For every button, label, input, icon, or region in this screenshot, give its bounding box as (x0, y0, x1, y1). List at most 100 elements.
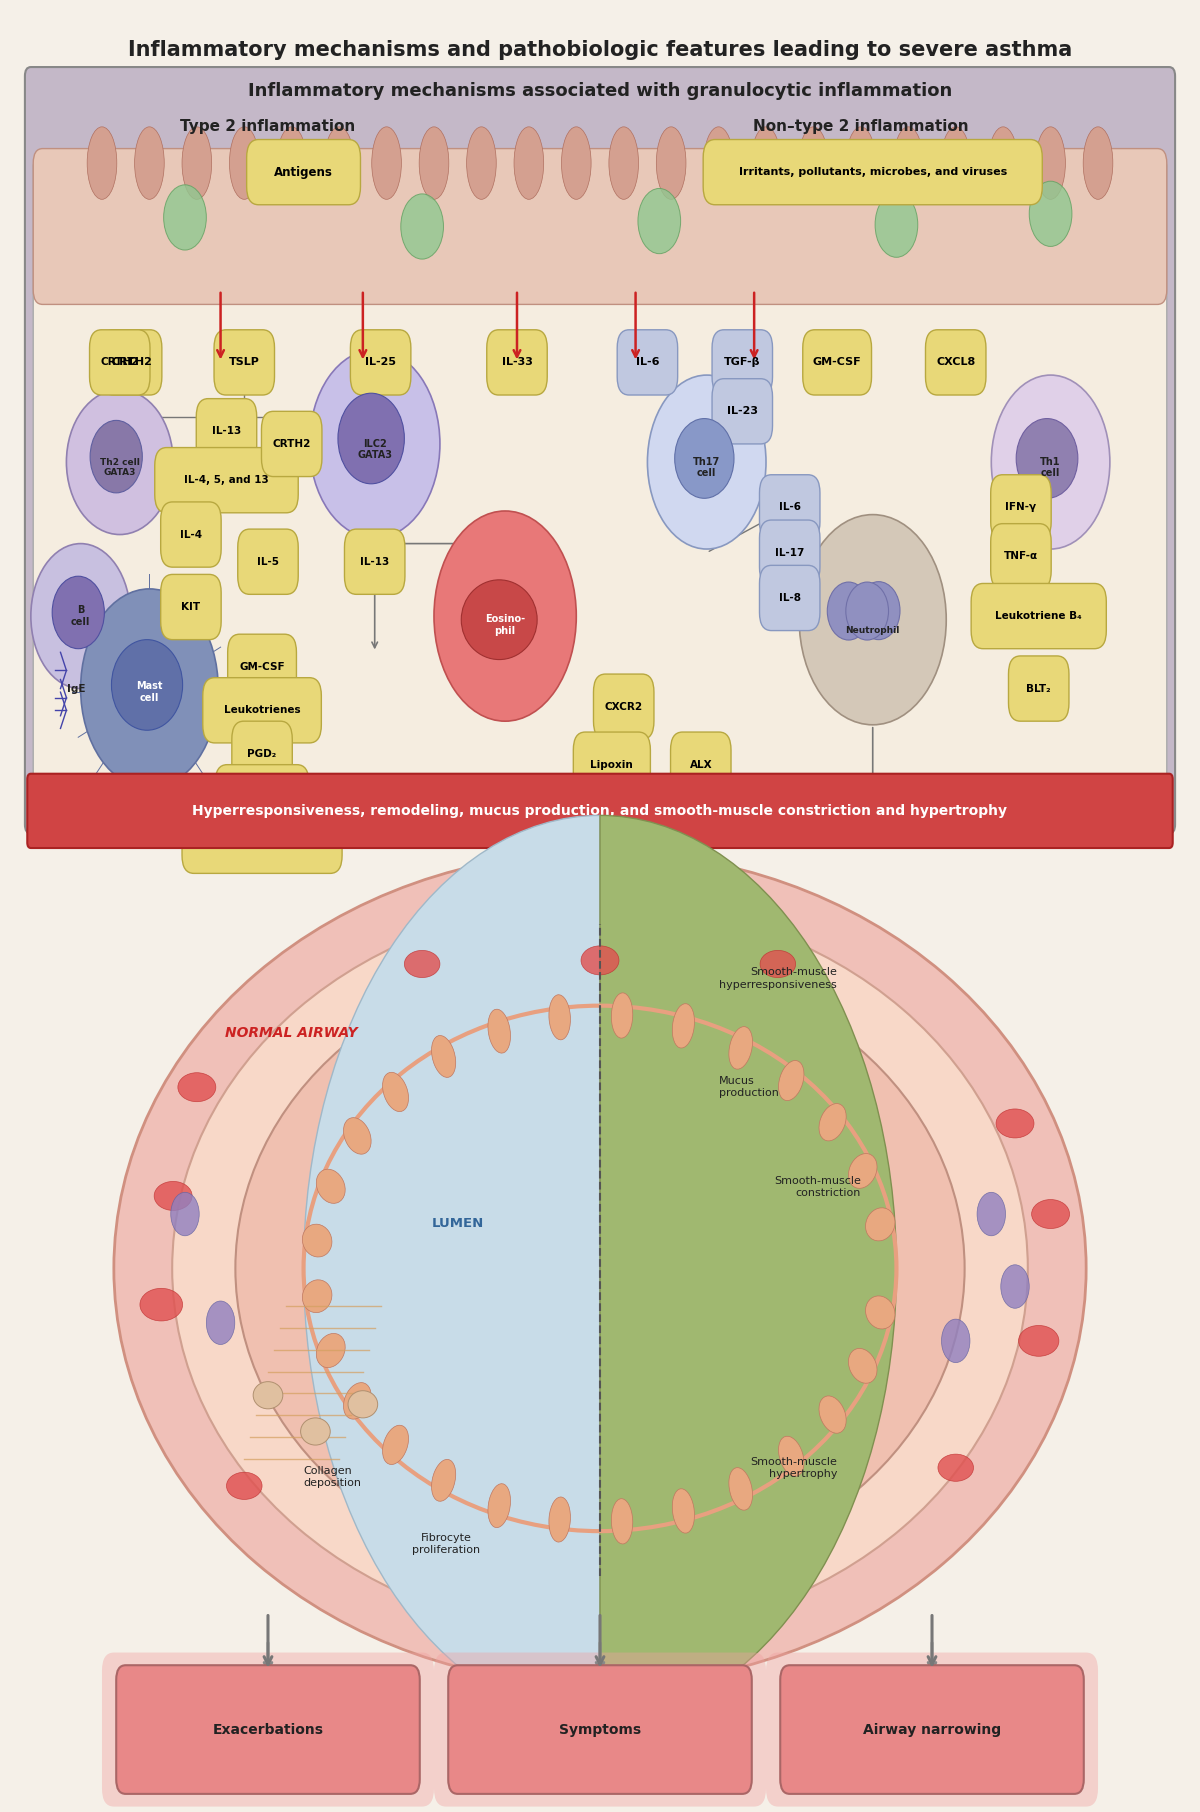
Ellipse shape (820, 1395, 846, 1433)
Text: Mast
cell: Mast cell (136, 681, 163, 703)
Wedge shape (304, 815, 600, 1721)
Circle shape (401, 194, 444, 259)
Ellipse shape (799, 127, 828, 199)
Ellipse shape (229, 127, 259, 199)
Ellipse shape (154, 1181, 192, 1210)
Ellipse shape (674, 419, 734, 498)
FancyBboxPatch shape (90, 330, 150, 395)
Text: IL-3, 4, 5, and 9: IL-3, 4, 5, and 9 (216, 835, 308, 846)
Ellipse shape (488, 1484, 510, 1528)
FancyBboxPatch shape (350, 330, 410, 395)
Ellipse shape (848, 1154, 877, 1189)
FancyBboxPatch shape (925, 330, 986, 395)
Ellipse shape (611, 1499, 632, 1544)
Wedge shape (600, 815, 896, 1721)
Ellipse shape (383, 1426, 408, 1464)
FancyBboxPatch shape (760, 565, 820, 631)
FancyBboxPatch shape (247, 140, 360, 205)
FancyBboxPatch shape (991, 524, 1051, 589)
Ellipse shape (253, 1381, 283, 1410)
Ellipse shape (703, 127, 733, 199)
Ellipse shape (941, 127, 971, 199)
FancyBboxPatch shape (991, 475, 1051, 540)
FancyBboxPatch shape (760, 475, 820, 540)
FancyBboxPatch shape (28, 774, 1172, 848)
Text: Leukotriene B₄: Leukotriene B₄ (996, 611, 1082, 622)
Text: TNF-α: TNF-α (1004, 551, 1038, 562)
FancyBboxPatch shape (102, 1653, 434, 1807)
Text: Non–type 2 inflammation: Non–type 2 inflammation (754, 120, 968, 134)
Ellipse shape (317, 1169, 346, 1203)
Ellipse shape (52, 576, 104, 649)
Ellipse shape (611, 993, 632, 1038)
Text: LUMEN: LUMEN (432, 1216, 484, 1230)
FancyBboxPatch shape (161, 502, 221, 567)
Ellipse shape (848, 1348, 877, 1383)
Ellipse shape (1019, 1326, 1058, 1355)
Text: Neutrophil: Neutrophil (846, 627, 900, 634)
Ellipse shape (548, 995, 570, 1040)
Ellipse shape (310, 350, 440, 538)
Text: Smooth-muscle
constriction: Smooth-muscle constriction (774, 1176, 860, 1198)
FancyBboxPatch shape (1008, 656, 1069, 721)
Ellipse shape (728, 1468, 752, 1509)
Text: Mucus
production: Mucus production (719, 1076, 779, 1098)
FancyBboxPatch shape (25, 67, 1175, 834)
Ellipse shape (779, 1060, 804, 1100)
FancyBboxPatch shape (116, 1665, 420, 1794)
Ellipse shape (338, 393, 404, 484)
Circle shape (942, 1319, 970, 1363)
Ellipse shape (300, 1417, 330, 1446)
Text: Smooth-muscle
hyperresponsiveness: Smooth-muscle hyperresponsiveness (720, 968, 838, 989)
Text: BLT₂: BLT₂ (1026, 683, 1051, 694)
Ellipse shape (751, 127, 781, 199)
Ellipse shape (372, 127, 401, 199)
FancyBboxPatch shape (671, 732, 731, 797)
Text: Collagen
deposition: Collagen deposition (304, 1466, 361, 1488)
FancyBboxPatch shape (228, 634, 296, 699)
Text: Inflammatory mechanisms associated with granulocytic inflammation: Inflammatory mechanisms associated with … (248, 82, 952, 100)
FancyBboxPatch shape (594, 674, 654, 739)
Text: IL-4: IL-4 (180, 529, 202, 540)
Ellipse shape (31, 544, 131, 689)
Ellipse shape (672, 1489, 695, 1533)
Ellipse shape (302, 1225, 332, 1258)
Ellipse shape (857, 582, 900, 640)
Text: Histamine: Histamine (233, 792, 292, 803)
Ellipse shape (1036, 127, 1066, 199)
Ellipse shape (432, 1035, 456, 1078)
Text: Type 2 inflammation: Type 2 inflammation (180, 120, 355, 134)
Ellipse shape (488, 1009, 510, 1053)
Text: IL-25: IL-25 (365, 357, 396, 368)
Ellipse shape (672, 1004, 695, 1047)
Ellipse shape (581, 946, 619, 975)
Ellipse shape (728, 1027, 752, 1069)
Ellipse shape (114, 852, 1086, 1685)
Text: Th2 cell
GATA3: Th2 cell GATA3 (100, 458, 139, 477)
Ellipse shape (779, 1437, 804, 1477)
Ellipse shape (80, 589, 218, 788)
Ellipse shape (865, 1209, 895, 1241)
Text: Th1
cell: Th1 cell (1040, 457, 1061, 478)
Ellipse shape (383, 1073, 408, 1111)
Ellipse shape (461, 580, 538, 660)
Circle shape (875, 192, 918, 257)
Ellipse shape (648, 375, 766, 549)
Text: GM-CSF: GM-CSF (812, 357, 862, 368)
FancyBboxPatch shape (780, 1665, 1084, 1794)
Text: Symptoms: Symptoms (559, 1723, 641, 1736)
Ellipse shape (1016, 419, 1078, 498)
Text: ALX: ALX (690, 759, 712, 770)
Ellipse shape (277, 127, 306, 199)
Ellipse shape (343, 1118, 371, 1154)
Ellipse shape (348, 1392, 378, 1417)
Text: IFN-γ: IFN-γ (1006, 502, 1037, 513)
FancyBboxPatch shape (232, 721, 293, 786)
FancyBboxPatch shape (434, 1653, 766, 1807)
Ellipse shape (996, 1109, 1034, 1138)
Text: Smooth-muscle
hypertrophy: Smooth-muscle hypertrophy (750, 1457, 838, 1479)
Circle shape (1030, 181, 1072, 246)
Ellipse shape (894, 127, 923, 199)
Text: Leukotrienes: Leukotrienes (223, 705, 300, 716)
FancyBboxPatch shape (712, 379, 773, 444)
